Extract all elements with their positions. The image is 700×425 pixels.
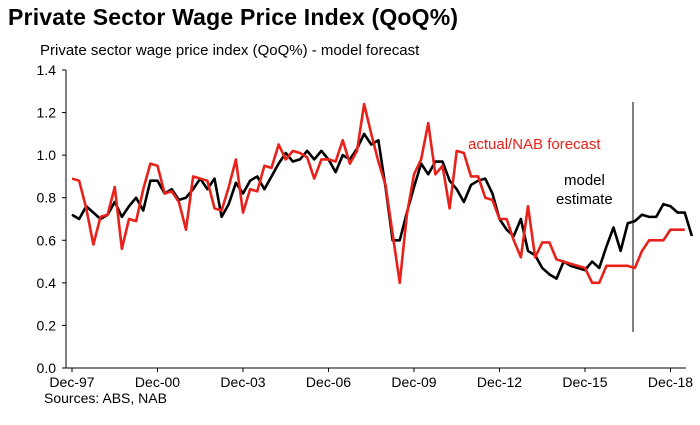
- sources-note: Sources: ABS, NAB: [44, 390, 167, 406]
- x-tick-label: Dec-06: [306, 374, 351, 390]
- annotation-actual-nab-forecast: actual/NAB forecast: [468, 136, 601, 153]
- x-tick-label: Dec-03: [220, 374, 265, 390]
- x-tick-label: Dec-18: [648, 374, 693, 390]
- x-tick-label: Dec-12: [477, 374, 522, 390]
- y-tick-label: 0.4: [37, 275, 57, 291]
- page-title: Private Sector Wage Price Index (QoQ%): [8, 4, 459, 30]
- y-tick-label: 1.4: [37, 62, 57, 78]
- y-tick-label: 1.2: [37, 105, 57, 121]
- annotation-model-line2: estimate: [556, 191, 613, 208]
- x-tick-label: Dec-97: [49, 374, 94, 390]
- x-tick-label: Dec-15: [562, 374, 607, 390]
- x-tick-label: Dec-00: [135, 374, 180, 390]
- annotation-model-line1: model: [564, 172, 605, 189]
- y-tick-label: 0.6: [37, 232, 57, 248]
- x-tick-labels: Dec-97 Dec-00 Dec-03 Dec-06 Dec-09 Dec-12 Dec-…: [49, 368, 693, 390]
- y-tick-label: 0.8: [37, 190, 57, 206]
- y-tick-labels: 0.0 0.2 0.4 0.6 0.8 1.0 1.2 1.4: [37, 62, 66, 376]
- y-tick-label: 0.2: [37, 317, 57, 333]
- chart-title: Private sector wage price index (QoQ%) -…: [40, 42, 420, 59]
- y-tick-label: 0.0: [37, 360, 57, 376]
- series-lines: [71, 102, 694, 285]
- series-line-actual-nab-forecast: [71, 102, 685, 285]
- x-tick-label: Dec-09: [391, 374, 436, 390]
- y-tick-label: 1.0: [37, 147, 57, 163]
